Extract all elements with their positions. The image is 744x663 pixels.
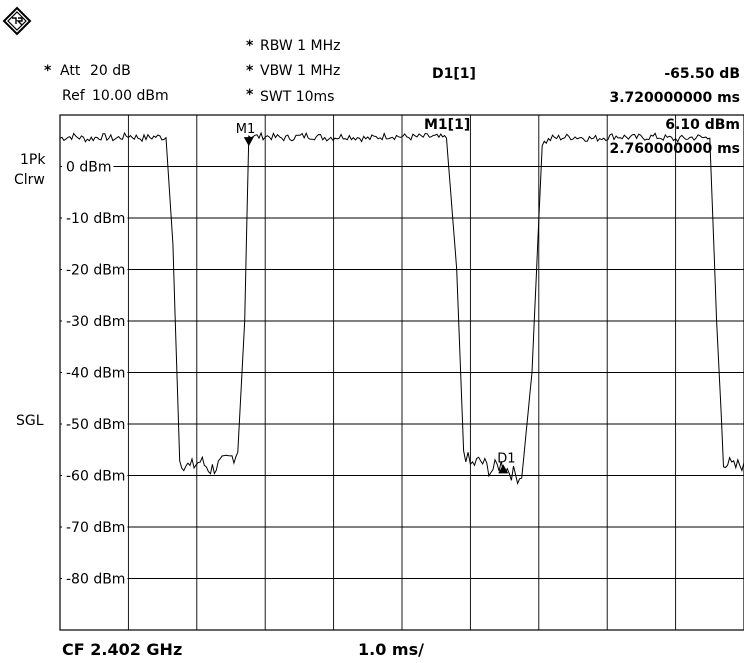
y-tick-label: 0 dBm (66, 160, 112, 176)
trace-line (59, 131, 744, 486)
time-per-division: 1.0 ms/ (358, 640, 424, 659)
y-tick-label: -20 dBm (66, 263, 125, 279)
y-tick-label: -30 dBm (66, 314, 125, 330)
trace-detector-label: 1Pk (20, 152, 46, 168)
y-tick-label: -40 dBm (66, 366, 125, 382)
brand-logo-icon (2, 6, 32, 36)
vbw-setting: VBW 1 MHz (260, 63, 341, 79)
y-tick-label-bg (62, 568, 128, 587)
d1-marker-value: -65.50 dB (664, 66, 740, 82)
att-coupled-star: * (44, 63, 52, 79)
rbw-coupled-star: * (246, 38, 254, 54)
y-tick-label: -10 dBm (66, 211, 125, 227)
y-tick-label-bg (62, 156, 114, 175)
sweep-mode-label: SGL (16, 413, 44, 429)
m1-marker-time: 2.760000000 ms (609, 141, 740, 157)
d1-marker-time: 3.720000000 ms (609, 90, 740, 106)
y-tick-label: -50 dBm (66, 417, 125, 433)
vbw-coupled-star: * (246, 63, 254, 79)
att-label: Att (60, 63, 81, 79)
trace-mode-label: Clrw (14, 172, 45, 188)
y-tick-label: -60 dBm (66, 469, 125, 485)
y-tick-label-bg (62, 414, 128, 432)
marker-m1-icon (243, 137, 254, 147)
marker-m1-tag: M1 (236, 122, 256, 137)
y-tick-label-bg (62, 362, 128, 381)
marker-d1-tag: D1 (497, 451, 515, 466)
swt-coupled-star: * (246, 87, 254, 103)
y-tick-label: -80 dBm (66, 572, 125, 588)
center-frequency: CF 2.402 GHz (62, 640, 183, 659)
swt-setting: SWT 10ms (260, 89, 335, 105)
d1-marker-label: D1[1] (432, 66, 476, 82)
y-tick-label-bg (62, 311, 128, 329)
m1-marker-value: 6.10 dBm (665, 117, 740, 133)
marker-d1-icon (498, 464, 509, 474)
y-tick-label-bg (62, 465, 128, 484)
ref-label: Ref (62, 88, 85, 104)
y-tick-label-bg (62, 208, 128, 226)
y-tick-label: -70 dBm (66, 520, 125, 536)
rbw-setting: RBW 1 MHz (260, 38, 341, 54)
y-tick-label-bg (62, 259, 128, 278)
y-tick-label-bg (62, 517, 128, 535)
m1-marker-label: M1[1] (424, 117, 471, 133)
ref-value: 10.00 dBm (92, 88, 169, 104)
att-value: 20 dB (90, 63, 131, 79)
